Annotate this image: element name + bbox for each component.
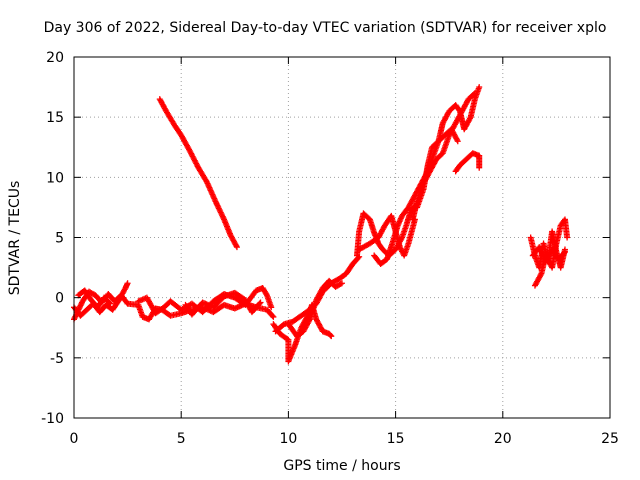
plus-marker <box>268 304 275 311</box>
plus-marker <box>564 234 571 241</box>
plus-marker <box>471 90 478 97</box>
y-tick-label: -10 <box>41 411 64 427</box>
plus-marker <box>257 299 264 306</box>
plus-marker <box>337 280 344 287</box>
plus-marker <box>470 91 477 98</box>
y-tick-label: 15 <box>46 110 64 126</box>
y-tick-label: 20 <box>46 50 64 66</box>
plus-marker <box>107 300 114 307</box>
y-axis-label: SDTVAR / TECUs <box>7 181 23 296</box>
plus-marker <box>454 136 461 143</box>
axis-ticks: 0 5 10 15 20 25 -10 -5 0 5 10 15 20 <box>41 50 619 447</box>
plus-marker <box>306 317 313 324</box>
x-axis-label: GPS time / hours <box>283 458 400 474</box>
plus-marker <box>269 312 276 319</box>
x-tick-label: 0 <box>70 431 79 447</box>
plus-marker <box>466 115 473 122</box>
series-track-15 <box>414 126 461 211</box>
series-track-10 <box>285 277 345 340</box>
x-tick-label: 15 <box>387 431 405 447</box>
y-tick-label: 5 <box>55 231 64 247</box>
y-tick-label: -5 <box>50 351 64 367</box>
plus-marker <box>561 248 568 255</box>
plus-marker <box>537 271 544 278</box>
y-tick-label: 10 <box>46 170 64 186</box>
plus-marker <box>233 242 240 249</box>
x-tick-label: 10 <box>279 431 297 447</box>
series-track-12 <box>356 212 418 259</box>
chart-title: Day 306 of 2022, Sidereal Day-to-day VTE… <box>44 20 607 36</box>
plus-marker <box>256 300 263 307</box>
plus-marker <box>476 164 483 171</box>
plus-marker <box>124 280 131 287</box>
plus-marker <box>339 280 345 287</box>
x-tick-label: 5 <box>177 431 186 447</box>
data-marks <box>71 84 571 365</box>
y-tick-label: 0 <box>55 291 64 307</box>
series-track-3 <box>75 287 114 311</box>
plus-marker <box>476 84 483 91</box>
plus-marker <box>328 333 335 340</box>
x-tick-label: 20 <box>494 431 512 447</box>
series-track-7 <box>156 96 240 251</box>
series-track-6 <box>182 289 264 318</box>
plus-marker <box>233 244 240 251</box>
plus-marker <box>327 332 334 339</box>
plus-marker <box>561 249 568 256</box>
x-tick-label: 25 <box>601 431 619 447</box>
plus-marker <box>263 291 270 298</box>
series-track-16 <box>452 150 483 175</box>
series-track-19 <box>529 244 568 265</box>
plus-marker <box>270 313 277 320</box>
plus-marker <box>454 138 461 145</box>
plus-marker <box>106 299 113 306</box>
